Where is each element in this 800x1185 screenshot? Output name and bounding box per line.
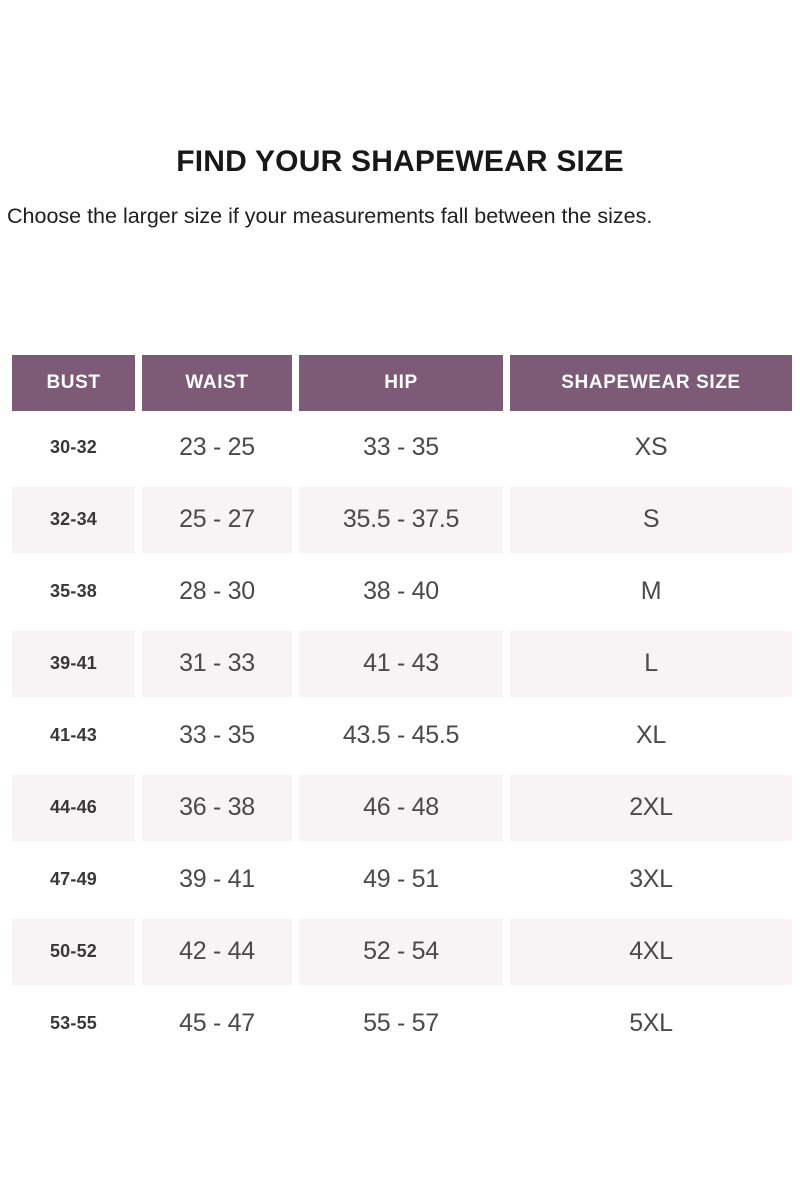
size-guide-subtitle: Choose the larger size if your measureme…	[7, 204, 653, 228]
hip-cell: 49 - 51	[363, 865, 439, 894]
waist-cell: 33 - 35	[179, 721, 255, 750]
shapewear-size-cell: XS	[634, 433, 668, 462]
shapewear-size-cell: 4XL	[510, 918, 792, 985]
bust-cell: 32-34	[12, 486, 135, 553]
column-header-waist: WAIST	[142, 354, 292, 411]
table-header-row: BUST WAIST HIP SHAPEWEAR SIZE	[12, 354, 792, 411]
waist-cell: 28 - 30	[179, 577, 255, 606]
waist-cell: 42 - 44	[142, 918, 292, 985]
hip-cell: 35.5 - 37.5	[299, 486, 503, 553]
bust-cell: 41-43	[49, 725, 98, 746]
hip-cell: 38 - 40	[363, 577, 439, 606]
table-row: 53-55 45 - 47 55 - 57 5XL	[12, 991, 792, 1057]
column-header-bust: BUST	[12, 354, 135, 411]
table-row: 35-38 28 - 30 38 - 40 M	[12, 559, 792, 625]
waist-cell: 25 - 27	[142, 486, 292, 553]
bust-cell: 35-38	[49, 581, 98, 602]
shapewear-size-cell: 2XL	[510, 774, 792, 841]
shapewear-size-cell: 5XL	[629, 1009, 673, 1038]
waist-cell: 45 - 47	[179, 1009, 255, 1038]
hip-cell: 33 - 35	[363, 433, 439, 462]
column-header-shapewear-size: SHAPEWEAR SIZE	[510, 354, 792, 411]
shapewear-size-cell: M	[640, 577, 662, 606]
hip-cell: 43.5 - 45.5	[342, 721, 460, 750]
table-row: 47-49 39 - 41 49 - 51 3XL	[12, 847, 792, 913]
waist-cell: 31 - 33	[142, 630, 292, 697]
table-row: 39-41 31 - 33 41 - 43 L	[12, 630, 792, 697]
hip-cell: 46 - 48	[299, 774, 503, 841]
page-title: FIND YOUR SHAPEWEAR SIZE	[176, 145, 624, 178]
table-body: 30-32 23 - 25 33 - 35 XS 32-34 25 - 27 3…	[12, 415, 792, 1057]
table-row: 30-32 23 - 25 33 - 35 XS	[12, 415, 792, 481]
bust-cell: 30-32	[49, 437, 98, 458]
shapewear-size-cell: XL	[636, 721, 666, 750]
shapewear-size-cell: 3XL	[629, 865, 673, 894]
bust-cell: 44-46	[12, 774, 135, 841]
hip-cell: 41 - 43	[299, 630, 503, 697]
bust-cell: 50-52	[12, 918, 135, 985]
table-row: 32-34 25 - 27 35.5 - 37.5 S	[12, 486, 792, 553]
hip-cell: 52 - 54	[299, 918, 503, 985]
waist-cell: 39 - 41	[179, 865, 255, 894]
size-chart-table: BUST WAIST HIP SHAPEWEAR SIZE 30-32 23 -…	[0, 354, 800, 1057]
table-row: 50-52 42 - 44 52 - 54 4XL	[12, 918, 792, 985]
table-row: 41-43 33 - 35 43.5 - 45.5 XL	[12, 703, 792, 769]
hip-cell: 55 - 57	[363, 1009, 439, 1038]
shapewear-size-cell: L	[510, 630, 792, 697]
waist-cell: 23 - 25	[179, 433, 255, 462]
bust-cell: 47-49	[49, 869, 98, 890]
column-header-hip: HIP	[299, 354, 503, 411]
shapewear-size-cell: S	[510, 486, 792, 553]
waist-cell: 36 - 38	[142, 774, 292, 841]
bust-cell: 53-55	[49, 1013, 98, 1034]
bust-cell: 39-41	[12, 630, 135, 697]
table-row: 44-46 36 - 38 46 - 48 2XL	[12, 774, 792, 841]
